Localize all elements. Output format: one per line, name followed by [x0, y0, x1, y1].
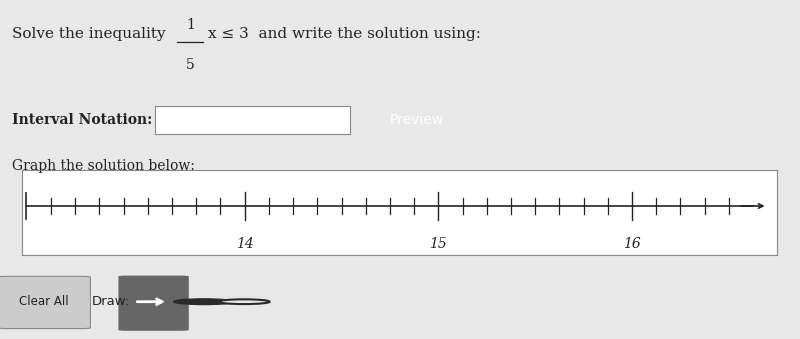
Text: 16: 16 — [623, 237, 641, 251]
Text: Clear All: Clear All — [19, 295, 69, 308]
Text: Graph the solution below:: Graph the solution below: — [12, 159, 195, 173]
FancyBboxPatch shape — [0, 276, 90, 328]
Text: 1: 1 — [186, 18, 195, 32]
Text: Preview: Preview — [390, 113, 443, 127]
Text: 15: 15 — [430, 237, 447, 251]
Circle shape — [218, 299, 270, 304]
Text: Interval Notation:: Interval Notation: — [12, 113, 152, 127]
Circle shape — [174, 299, 234, 304]
Text: 14: 14 — [236, 237, 254, 251]
Text: x ≤ 3  and write the solution using:: x ≤ 3 and write the solution using: — [208, 27, 481, 41]
Text: Solve the inequality: Solve the inequality — [12, 27, 170, 41]
Text: Draw:: Draw: — [92, 295, 130, 308]
FancyBboxPatch shape — [118, 276, 189, 331]
Text: 5: 5 — [186, 58, 194, 72]
